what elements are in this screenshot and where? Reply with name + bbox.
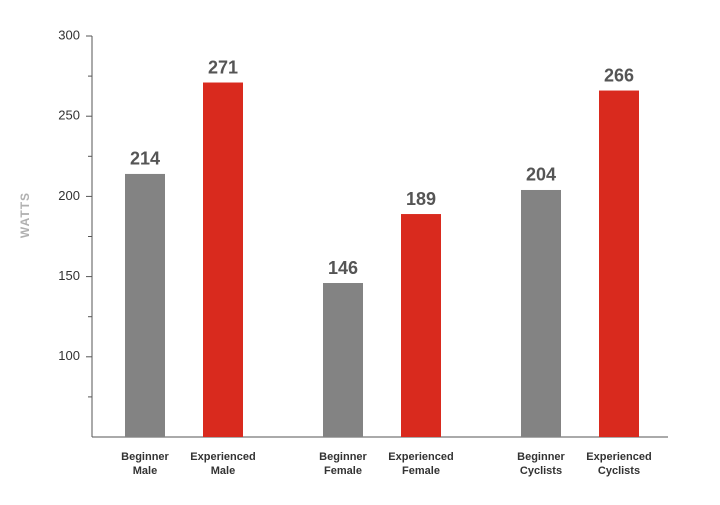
y-tick-label: 200 (58, 188, 80, 203)
y-tick-label: 100 (58, 348, 80, 363)
value-label: 204 (526, 165, 556, 185)
x-tick-label: Female (324, 465, 362, 477)
x-tick-label: Beginner (319, 451, 367, 463)
x-tick-label: Cyclists (598, 465, 640, 477)
x-tick-label: Female (402, 465, 440, 477)
x-tick-label: Experienced (586, 451, 651, 463)
value-label: 189 (406, 189, 436, 209)
value-label: 266 (604, 65, 634, 85)
x-tick-label: Cyclists (520, 465, 562, 477)
bar (323, 283, 363, 437)
x-tick-label: Male (211, 465, 235, 477)
y-tick-label: 150 (58, 268, 80, 283)
x-tick-label: Experienced (388, 451, 453, 463)
x-tick-label: Experienced (190, 451, 255, 463)
value-label: 271 (208, 57, 238, 77)
x-tick-label: Beginner (517, 451, 565, 463)
bar (599, 90, 639, 437)
x-tick-label: Male (133, 465, 157, 477)
y-tick-label: 250 (58, 108, 80, 123)
bar (521, 189, 561, 437)
y-tick-label: 300 (58, 27, 80, 42)
value-label: 146 (328, 258, 358, 278)
y-axis-title: WATTS (18, 192, 32, 238)
bar (125, 173, 165, 437)
value-label: 214 (130, 149, 160, 169)
bar (203, 82, 243, 438)
x-tick-label: Beginner (121, 451, 169, 463)
bar (401, 214, 441, 437)
